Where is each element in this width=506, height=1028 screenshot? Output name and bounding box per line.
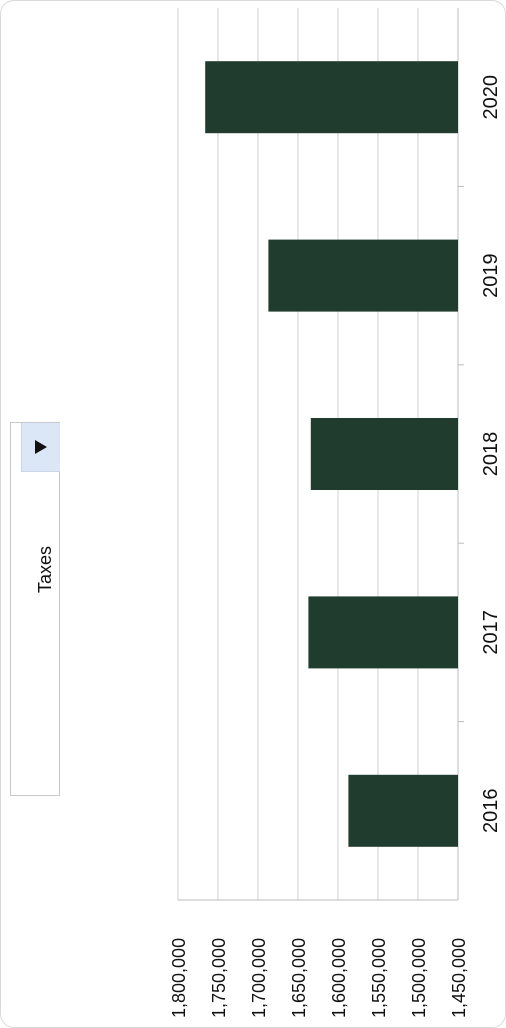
filter-dropdown-button[interactable] [21,423,60,472]
category-label: 2016 [480,789,502,834]
bar-2018 [310,418,458,490]
bar-2016 [348,774,458,847]
value-tick-label: 1,500,000 [409,938,429,1018]
value-tick-label: 1,700,000 [249,938,269,1018]
value-tick-label: 1,800,000 [169,938,189,1018]
category-label: 2020 [480,75,502,120]
value-tick-label: 1,550,000 [369,938,389,1018]
bars [205,61,458,847]
value-tick-label: 1,450,000 [449,938,469,1018]
category-label: 2018 [480,432,502,477]
taxes-filter[interactable]: Taxes [10,422,60,796]
bar-2020 [205,61,458,134]
category-label: 2019 [480,253,502,298]
value-tick-label: 1,750,000 [209,938,229,1018]
bar-2017 [308,596,458,669]
bar-2019 [268,239,458,312]
value-tick-label: 1,600,000 [329,938,349,1018]
play-triangle-icon [35,440,47,454]
value-tick-label: 1,650,000 [289,938,309,1018]
labels: 2016 2017 2018 2019 2020 1,450,000 1,500,000 1,… [169,75,502,1018]
category-label: 2017 [480,610,502,655]
